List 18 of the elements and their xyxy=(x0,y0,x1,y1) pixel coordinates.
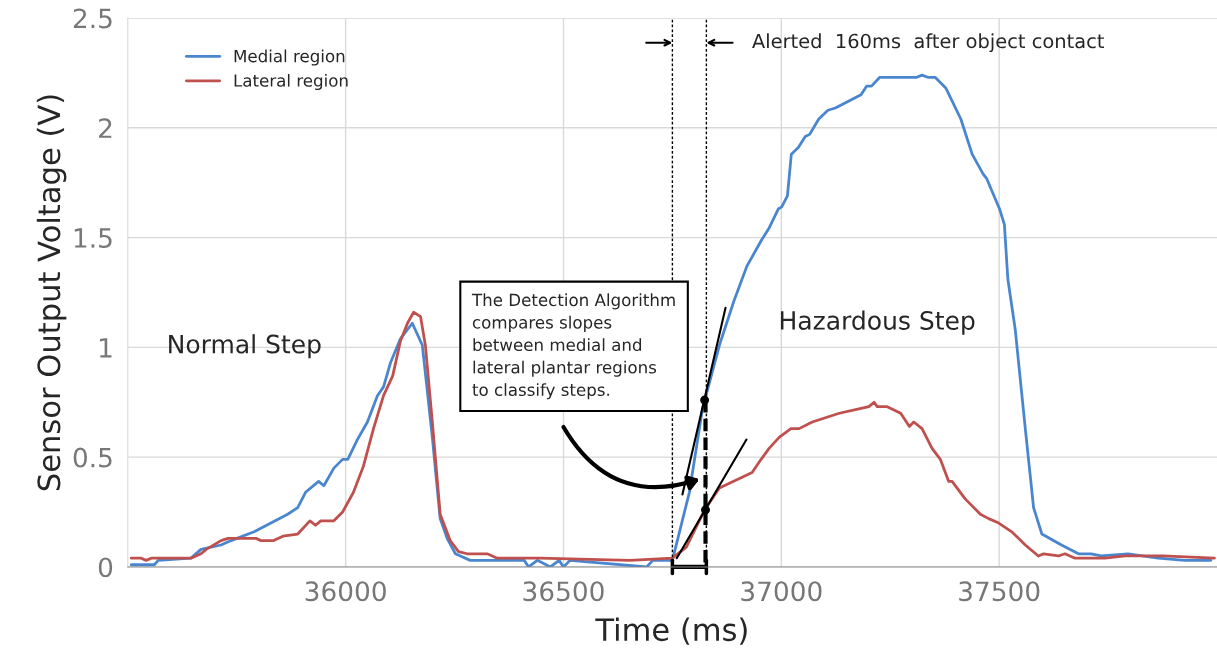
annotation: The Detection Algorithm compares slopes between medial and lateral plantar regions to classify steps. xyxy=(471,293,675,400)
x-tick-label: 36000 xyxy=(305,581,386,602)
annotation: Normal Step xyxy=(169,334,321,359)
y-tick-label: 0 xyxy=(98,557,113,578)
legend-label: Lateral region xyxy=(234,73,348,91)
annotation: Hazardous Step xyxy=(780,310,975,335)
y-tick-label: 0.5 xyxy=(73,447,112,468)
y-tick-label: 1 xyxy=(100,338,112,358)
x-axis-title: Time (ms) xyxy=(595,617,747,645)
x-tick-label: 37500 xyxy=(959,581,1040,602)
annotation: Alerted 160ms after object contact xyxy=(752,33,1104,53)
x-tick-label: 36500 xyxy=(523,581,604,602)
y-tick-label: 2 xyxy=(99,118,112,138)
y-tick-label: 2.5 xyxy=(73,8,112,29)
x-tick-label: 37000 xyxy=(741,581,822,602)
legend-label: Medial region xyxy=(234,49,345,66)
y-tick-label: 1.5 xyxy=(74,228,112,248)
y-axis-title: Sensor Output Voltage (V) xyxy=(36,95,67,491)
